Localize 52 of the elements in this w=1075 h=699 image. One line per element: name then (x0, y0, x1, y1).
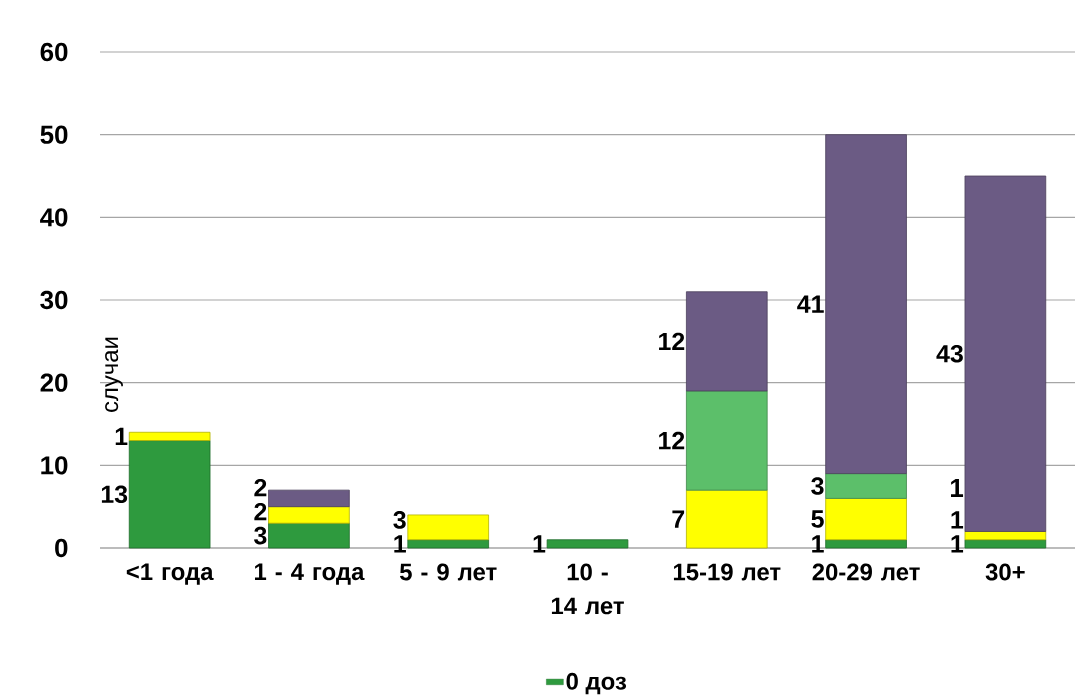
data-label: 12 (659, 332, 685, 351)
data-label: 12 (659, 431, 685, 450)
data-label: 2 (254, 502, 267, 521)
bar (964, 539, 1047, 549)
bar (128, 431, 211, 441)
y-tick-label: 30 (40, 290, 68, 310)
bar (268, 522, 350, 549)
bar (964, 175, 1047, 532)
data-label: 7 (672, 510, 685, 528)
bar (546, 539, 629, 549)
bar (268, 489, 350, 508)
y-tick-label: 50 (40, 125, 68, 144)
data-label: 1 (951, 535, 964, 553)
x-tick-label: <1 года (126, 563, 214, 585)
bar (128, 440, 211, 549)
bar (268, 506, 350, 524)
data-label: 13 (101, 485, 128, 504)
data-label: 3 (811, 477, 824, 495)
bar (825, 539, 907, 549)
bar (686, 291, 768, 392)
data-label: 1 (951, 511, 964, 529)
x-tick-label: 20-29 лет (812, 563, 920, 581)
data-label: 2 (254, 478, 267, 497)
bar (686, 390, 768, 491)
data-label: 1 (533, 535, 546, 553)
x-tick-label: 1 - 4 года (254, 563, 365, 585)
data-label: 43 (936, 344, 963, 363)
annotation: 1 (950, 479, 964, 497)
bar (686, 489, 768, 549)
y-tick-label: 60 (40, 42, 68, 62)
data-label: 1 (812, 535, 824, 553)
bar (825, 498, 907, 541)
data-label: 3 (393, 511, 406, 529)
data-label: 3 (254, 526, 267, 545)
x-tick-label: 30+ (985, 563, 1025, 581)
bar (407, 514, 490, 541)
y-tick-label: 0 (55, 538, 68, 558)
y-axis-title: случаи (105, 337, 123, 412)
bar (825, 473, 907, 499)
bar (825, 134, 907, 474)
data-label: 1 (394, 535, 406, 553)
x-tick-label: 5 - 9 лет (399, 563, 497, 581)
data-label: 41 (797, 295, 824, 313)
data-label: 5 (811, 510, 824, 528)
bar (407, 539, 490, 549)
y-tick-label: 40 (40, 208, 68, 227)
x-tick-label: 15-19 лет (673, 563, 781, 581)
y-tick-label: 20 (40, 373, 68, 392)
data-label: 1 (115, 427, 128, 445)
y-tick-label: 10 (41, 456, 68, 475)
x-tick-label: 10 - 14 лет (551, 563, 624, 615)
legend-label: 0 доз (566, 672, 627, 695)
